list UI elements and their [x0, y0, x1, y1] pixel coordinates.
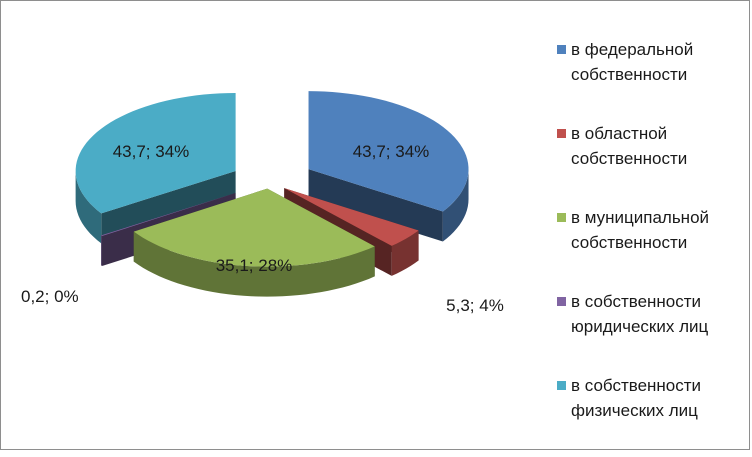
- legend-swatch: [557, 213, 566, 222]
- legend-swatch: [557, 129, 566, 138]
- legend-swatch: [557, 45, 566, 54]
- legend-swatch: [557, 381, 566, 390]
- slice-outer-wall: [75, 171, 102, 244]
- data-label: 43,7; 34%: [113, 142, 190, 161]
- slice-outer-wall: [442, 169, 469, 242]
- pie-slice: [133, 188, 375, 267]
- legend-item-municipal: в муниципальной собственности: [557, 205, 747, 289]
- legend-item-federal: в федеральной собственности: [557, 37, 747, 121]
- legend-label: в федеральной собственности: [571, 40, 694, 84]
- pie-slice: [75, 93, 236, 214]
- legend-swatch: [557, 297, 566, 306]
- data-label: 5,3; 4%: [446, 296, 504, 315]
- legend-item-regional: в областной собственности: [557, 121, 747, 205]
- legend-label: в муниципальной собственности: [571, 208, 710, 252]
- slice-side-wall: [308, 169, 443, 242]
- pie-slice: [101, 193, 236, 237]
- slice-outer-wall: [391, 230, 419, 276]
- data-label: 0,2; 0%: [21, 287, 79, 306]
- slice-outer-wall: [133, 231, 375, 297]
- pie-slice: [284, 188, 419, 246]
- data-label: 43,7; 34%: [353, 142, 430, 161]
- legend: в федеральной собственности в областной …: [557, 37, 747, 457]
- legend-label: в собственности физических лиц: [571, 376, 702, 420]
- legend-item-individuals: в собственности физических лиц: [557, 373, 747, 457]
- data-label: 35,1; 28%: [216, 256, 293, 275]
- pie-labels: 43,7; 34% 5,3; 4% 35,1; 28% 0,2; 0% 43,7; 34…: [21, 142, 504, 315]
- pie-slice: [308, 91, 469, 212]
- slice-outer-wall: [101, 235, 103, 267]
- legend-label: в собственности юридических лиц: [571, 292, 709, 336]
- legend-label: в областной собственности: [571, 124, 688, 168]
- legend-item-legal-entities: в собственности юридических лиц: [557, 289, 747, 373]
- pie-tops: [75, 91, 469, 267]
